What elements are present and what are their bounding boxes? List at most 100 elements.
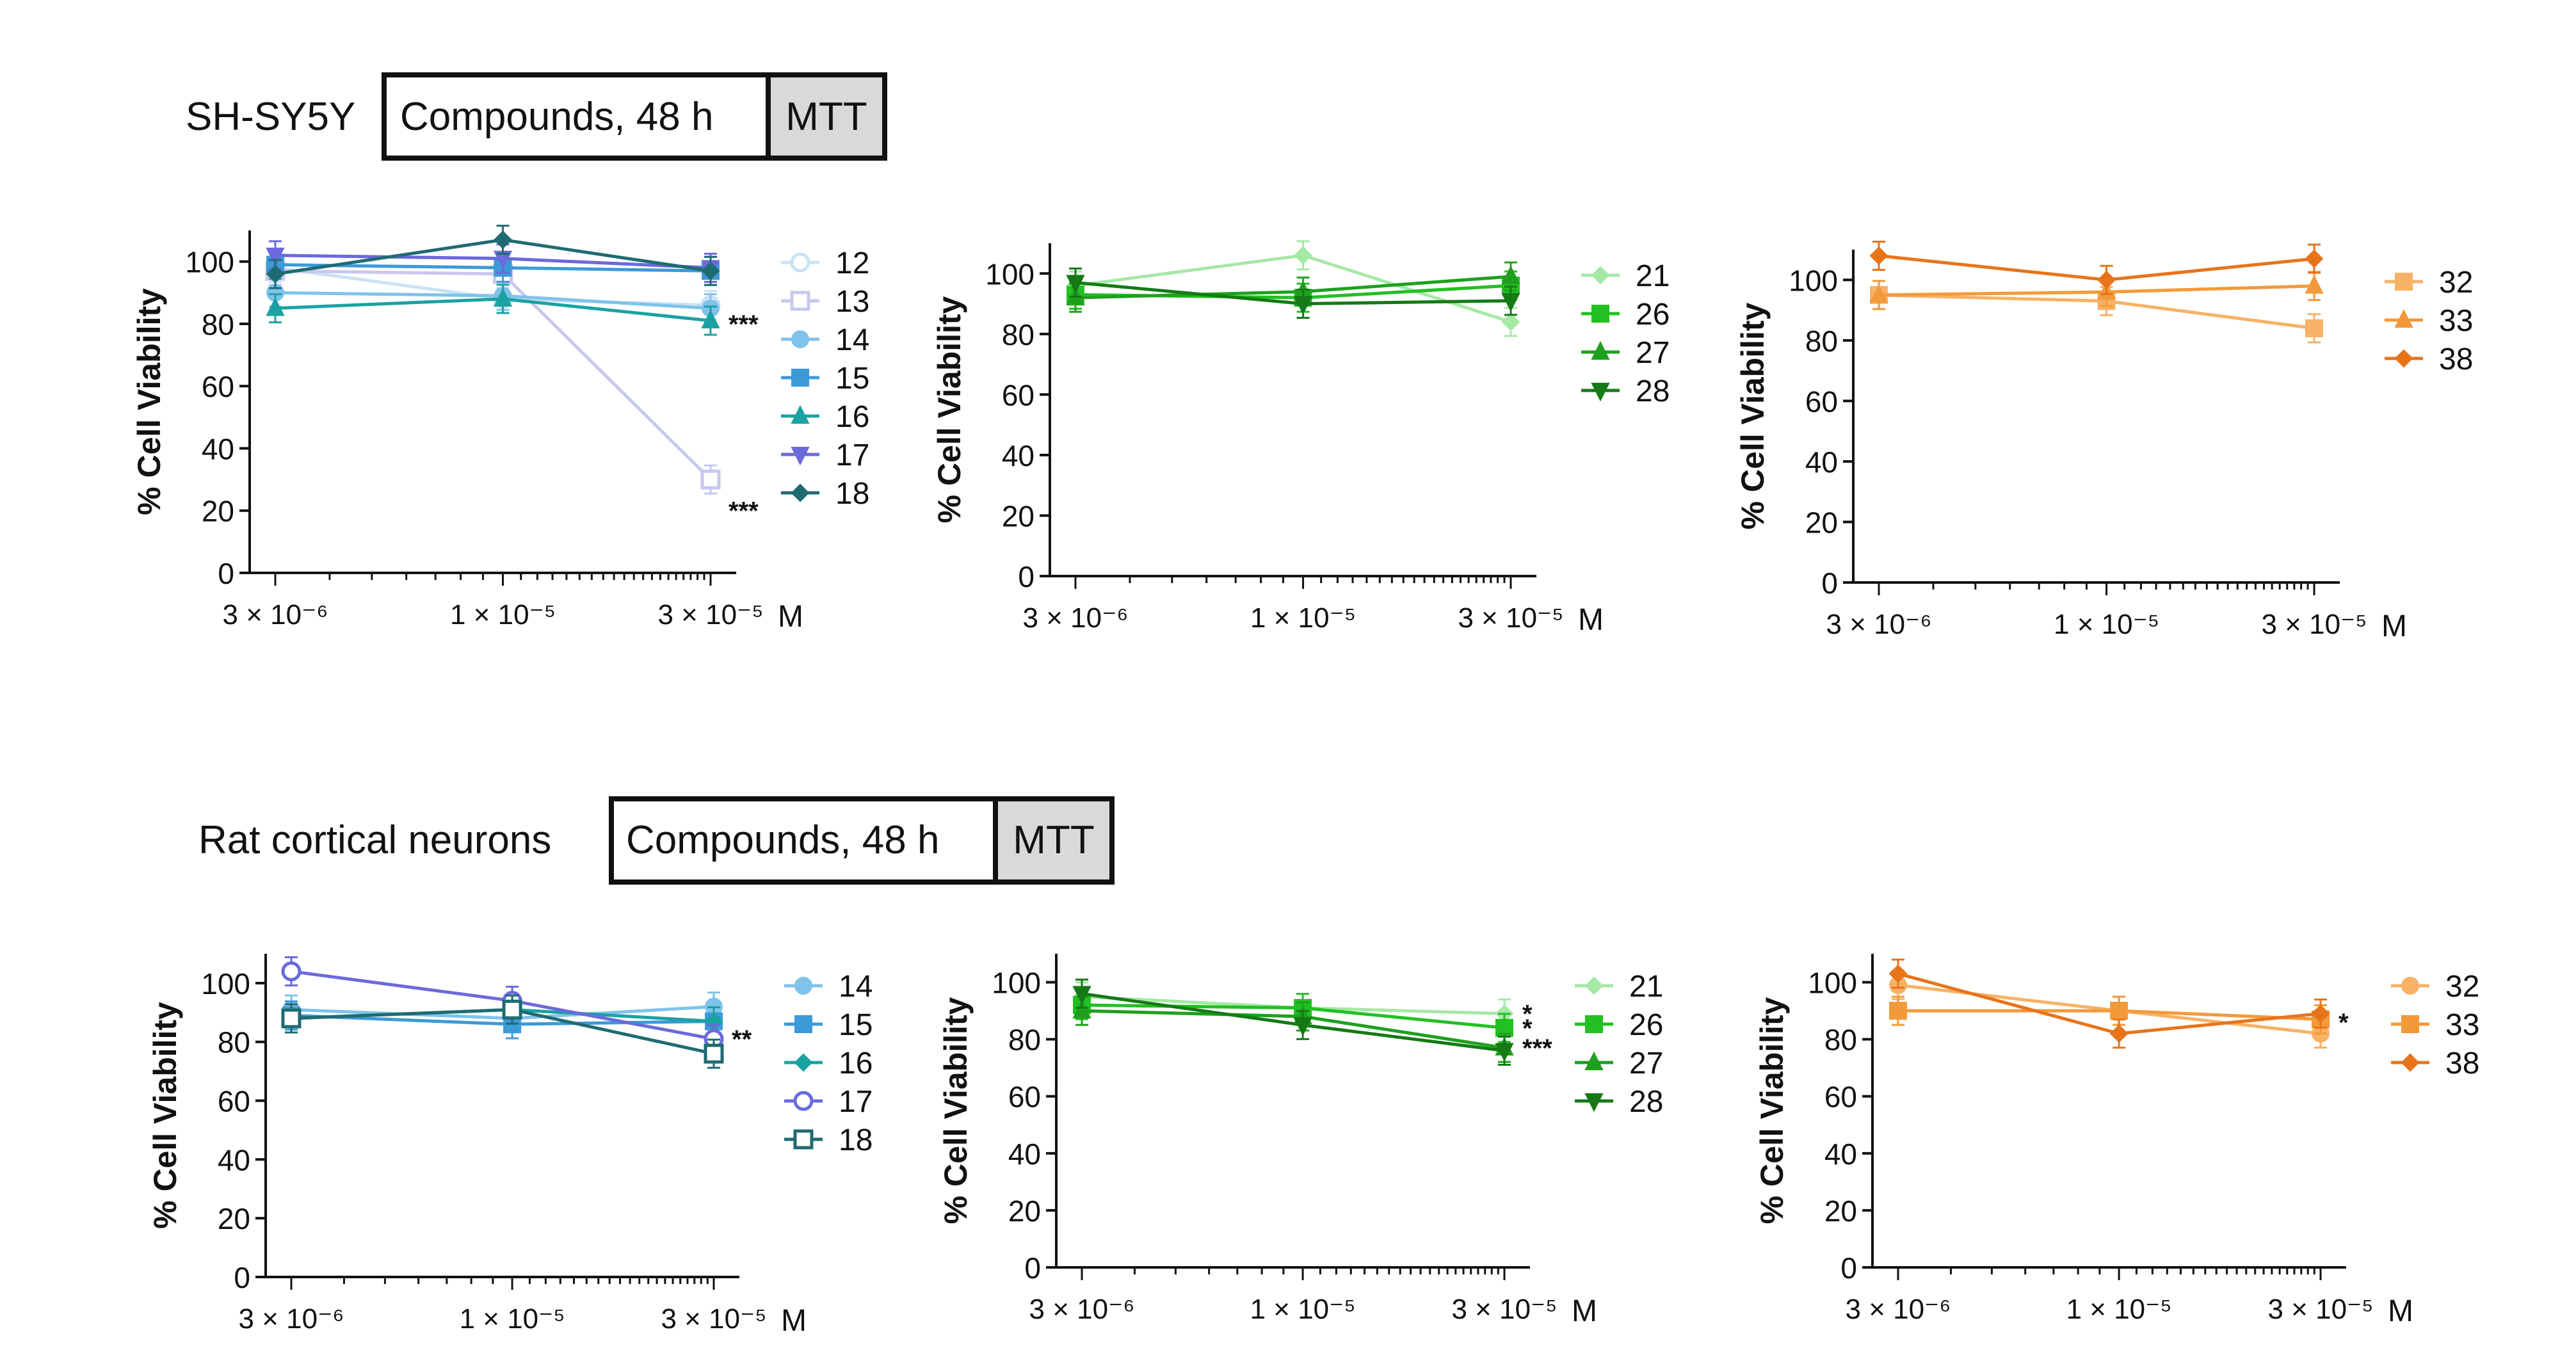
legend-label: 27	[1629, 1047, 1663, 1080]
series-32: 32	[1870, 266, 2473, 344]
series-21: 21	[1072, 970, 1663, 1029]
data-point	[791, 405, 810, 424]
data-point	[2394, 309, 2413, 328]
data-point	[1072, 999, 1091, 1019]
x-unit-label: M	[778, 600, 803, 634]
series-38: 38	[1888, 958, 2479, 1080]
y-tick-label: 60	[1002, 378, 1034, 412]
y-tick-label: 20	[1805, 506, 1838, 539]
data-point	[1293, 1017, 1312, 1036]
y-tick-label: 20	[1824, 1194, 1857, 1228]
data-point	[1501, 293, 1520, 312]
y-tick-label: 0	[1840, 1251, 1857, 1285]
significance-label: **	[732, 1025, 752, 1054]
data-point	[1495, 1043, 1514, 1062]
legend-label: 26	[1629, 1008, 1663, 1042]
legend-label: 32	[2445, 970, 2479, 1004]
legend-label: 16	[835, 400, 869, 434]
x-unit-label: M	[781, 1304, 807, 1338]
data-point	[1591, 383, 1610, 402]
series-14: 14	[266, 277, 869, 357]
chart-panel-6: 0 20 40 60 80 100 3 × 10⁻⁶ 1 × 10⁻⁵ 3 × 10⁻⁵ M % C…	[1754, 954, 2479, 1328]
row-label: Rat cortical neurons	[198, 818, 551, 862]
legend-label: 18	[835, 477, 869, 511]
data-point	[1888, 964, 1908, 983]
y-tick-label: 40	[202, 432, 234, 465]
y-tick-label: 40	[1008, 1137, 1041, 1171]
y-tick-label: 40	[218, 1143, 250, 1176]
y-tick-label: 0	[234, 1261, 250, 1294]
y-tick-label: 0	[218, 557, 234, 590]
data-point	[791, 330, 809, 348]
treatment-text: Compounds, 48 h	[400, 95, 713, 139]
significance-label: *	[1522, 1000, 1533, 1029]
legend-label: 38	[2439, 342, 2473, 376]
y-tick-label: 100	[992, 967, 1041, 1000]
data-point	[1869, 246, 1888, 265]
x-tick-label: 3 × 10⁻⁶	[1826, 609, 1932, 640]
x-tick-label: 3 × 10⁻⁵	[2267, 1294, 2373, 1325]
data-point	[494, 230, 512, 250]
legend-label: 21	[1636, 259, 1670, 293]
legend-label: 14	[839, 970, 873, 1004]
assay-box	[993, 796, 1115, 885]
x-tick-label: 3 × 10⁻⁵	[1451, 1294, 1557, 1325]
data-point	[266, 247, 285, 267]
x-tick-label: 3 × 10⁻⁶	[223, 599, 328, 630]
x-tick-label: 1 × 10⁻⁵	[2054, 609, 2159, 640]
data-point	[2110, 1002, 2129, 1020]
significance-label: *	[1522, 1015, 1533, 1043]
x-tick-label: 1 × 10⁻⁵	[460, 1303, 565, 1335]
y-tick-label: 80	[1824, 1024, 1857, 1057]
legend-label: 28	[1629, 1085, 1663, 1119]
y-tick-label: 100	[985, 257, 1034, 291]
legend-label: 15	[835, 362, 869, 396]
y-tick-label: 0	[1024, 1251, 1041, 1285]
legend-label: 17	[839, 1085, 873, 1119]
y-tick-label: 40	[1805, 446, 1838, 479]
data-point	[2401, 1053, 2420, 1072]
series-27: 27	[1066, 261, 1670, 370]
data-point	[701, 261, 720, 280]
significance-label: ***	[1522, 1034, 1552, 1063]
x-tick-label: 3 × 10⁻⁶	[1846, 1294, 1951, 1325]
x-unit-label: M	[2388, 1294, 2413, 1328]
assay-text: MTT	[1013, 818, 1094, 862]
data-point	[1591, 305, 1609, 323]
data-point	[1584, 976, 1604, 995]
y-tick-label: 0	[1018, 560, 1034, 593]
legend-label: 17	[835, 438, 869, 472]
x-tick-label: 3 × 10⁻⁵	[2261, 609, 2367, 640]
series-line	[1897, 972, 2321, 1036]
data-point	[2305, 275, 2324, 294]
y-axis-label: % Cell Viability	[1735, 302, 1771, 529]
x-tick-label: 1 × 10⁻⁵	[2066, 1294, 2172, 1325]
data-point	[1584, 1051, 1604, 1070]
y-tick-label: 40	[1002, 439, 1034, 472]
data-point	[2097, 270, 2116, 289]
y-tick-label: 100	[1789, 264, 1838, 297]
treatment-box	[609, 796, 998, 885]
data-point	[1584, 1093, 1604, 1112]
series-28: 28	[1072, 978, 1663, 1119]
y-tick-label: 20	[202, 495, 234, 528]
series-line	[1878, 293, 2315, 330]
x-tick-label: 3 × 10⁻⁶	[1023, 602, 1129, 634]
data-point	[281, 1008, 302, 1029]
y-axis-label: % Cell Viability	[1754, 997, 1790, 1224]
treatment-box	[382, 72, 771, 161]
data-point	[2401, 1015, 2419, 1033]
y-tick-label: 100	[201, 967, 250, 1000]
y-axis-label: % Cell Viability	[931, 296, 967, 523]
data-point	[790, 252, 810, 273]
x-unit-label: M	[1578, 603, 1604, 637]
legend-label: 32	[2439, 266, 2473, 300]
chart-panel-5: 0 20 40 60 80 100 3 × 10⁻⁶ 1 × 10⁻⁵ 3 × 10⁻⁵ M % C…	[938, 954, 1663, 1328]
data-point	[700, 469, 721, 490]
series-18: 18	[281, 994, 873, 1157]
series-38: 38	[1869, 240, 2473, 376]
data-point	[281, 961, 302, 982]
data-point	[502, 999, 522, 1020]
series-16: 16	[282, 994, 873, 1080]
